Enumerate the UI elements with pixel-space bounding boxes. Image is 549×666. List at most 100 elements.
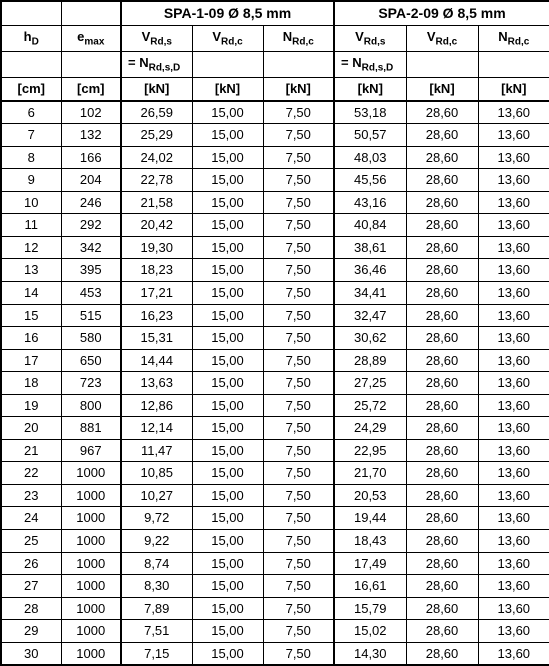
data-cell: 580: [61, 327, 121, 350]
data-cell: 7,50: [263, 552, 334, 575]
data-cell: 13,60: [478, 597, 549, 620]
data-cell: 13,60: [478, 327, 549, 350]
data-cell: 15,00: [192, 575, 263, 598]
table-row: 23100010,2715,007,5020,5328,6013,60: [1, 484, 549, 507]
data-cell: 7,50: [263, 214, 334, 237]
group-title-2: SPA-2-09 Ø 8,5 mm: [334, 1, 549, 25]
unit-kN-3: [kN]: [263, 78, 334, 101]
data-cell: 25: [1, 530, 61, 553]
data-cell: 15,00: [192, 214, 263, 237]
data-cell: 24,02: [121, 146, 192, 169]
spec-table: SPA-1-09 Ø 8,5 mm SPA-2-09 Ø 8,5 mm hD e…: [0, 0, 549, 666]
data-cell: 28,60: [406, 282, 478, 305]
data-cell: 15,00: [192, 349, 263, 372]
unit-cm-1: [cm]: [1, 78, 61, 101]
data-cell: 7,50: [263, 169, 334, 192]
data-cell: 13,60: [478, 124, 549, 147]
data-cell: 28,60: [406, 642, 478, 665]
data-cell: 14,44: [121, 349, 192, 372]
table-row: 3010007,1515,007,5014,3028,6013,60: [1, 642, 549, 665]
header-empty: [263, 51, 334, 77]
data-cell: 15,00: [192, 101, 263, 124]
table-header: SPA-1-09 Ø 8,5 mm SPA-2-09 Ø 8,5 mm hD e…: [1, 1, 549, 101]
unit-kN-1: [kN]: [121, 78, 192, 101]
table-row: 2510009,2215,007,5018,4328,6013,60: [1, 530, 549, 553]
data-cell: 18,43: [334, 530, 406, 553]
data-cell: 15,31: [121, 327, 192, 350]
data-cell: 13,60: [478, 169, 549, 192]
table-body: 610226,5915,007,5053,1828,6013,60713225,…: [1, 101, 549, 666]
data-cell: 7,50: [263, 394, 334, 417]
data-cell: 40,84: [334, 214, 406, 237]
data-cell: 15,00: [192, 327, 263, 350]
data-cell: 9,72: [121, 507, 192, 530]
data-cell: 13,60: [478, 304, 549, 327]
data-cell: 12,14: [121, 417, 192, 440]
data-cell: 15,00: [192, 507, 263, 530]
col-NRdc-1: NRd,c: [263, 25, 334, 51]
data-cell: 13,60: [478, 259, 549, 282]
data-cell: 13,63: [121, 372, 192, 395]
table-row: 2196711,4715,007,5022,9528,6013,60: [1, 439, 549, 462]
table-row: 22100010,8515,007,5021,7028,6013,60: [1, 462, 549, 485]
data-cell: 28,60: [406, 304, 478, 327]
data-cell: 15,00: [192, 282, 263, 305]
table-row: 2410009,7215,007,5019,4428,6013,60: [1, 507, 549, 530]
data-cell: 7,50: [263, 304, 334, 327]
data-cell: 1000: [61, 462, 121, 485]
data-cell: 7,50: [263, 597, 334, 620]
data-cell: 18,23: [121, 259, 192, 282]
data-cell: 45,56: [334, 169, 406, 192]
data-cell: 7,50: [263, 282, 334, 305]
data-cell: 26,59: [121, 101, 192, 124]
data-cell: 15,00: [192, 642, 263, 665]
header-empty: [61, 1, 121, 25]
data-cell: 15,00: [192, 124, 263, 147]
col-VRds-2: VRd,s: [334, 25, 406, 51]
header-empty: [61, 51, 121, 77]
col-NRdsD-2: = NRd,s,D: [334, 51, 406, 77]
data-cell: 15,00: [192, 372, 263, 395]
data-cell: 166: [61, 146, 121, 169]
table-row: 713225,2915,007,5050,5728,6013,60: [1, 124, 549, 147]
col-NRdsD-1: = NRd,s,D: [121, 51, 192, 77]
data-cell: 28,60: [406, 124, 478, 147]
data-cell: 7,50: [263, 124, 334, 147]
table-row: 610226,5915,007,5053,1828,6013,60: [1, 101, 549, 124]
data-cell: 28,60: [406, 169, 478, 192]
data-cell: 30: [1, 642, 61, 665]
data-cell: 28,60: [406, 372, 478, 395]
col-VRds-1: VRd,s: [121, 25, 192, 51]
data-cell: 15,00: [192, 417, 263, 440]
unit-kN-2: [kN]: [192, 78, 263, 101]
data-cell: 13,60: [478, 394, 549, 417]
table-row: 816624,0215,007,5048,0328,6013,60: [1, 146, 549, 169]
data-cell: 13,60: [478, 439, 549, 462]
data-cell: 28,60: [406, 484, 478, 507]
table-row: 2810007,8915,007,5015,7928,6013,60: [1, 597, 549, 620]
data-cell: 28,60: [406, 349, 478, 372]
data-cell: 16,23: [121, 304, 192, 327]
data-cell: 17: [1, 349, 61, 372]
data-cell: 13,60: [478, 282, 549, 305]
data-cell: 13,60: [478, 462, 549, 485]
data-cell: 28,60: [406, 530, 478, 553]
header-empty: [406, 51, 478, 77]
header-empty: [1, 51, 61, 77]
data-cell: 7,50: [263, 236, 334, 259]
data-cell: 1000: [61, 530, 121, 553]
data-cell: 7,15: [121, 642, 192, 665]
data-cell: 800: [61, 394, 121, 417]
data-cell: 650: [61, 349, 121, 372]
col-NRdc-2: NRd,c: [478, 25, 549, 51]
data-cell: 6: [1, 101, 61, 124]
data-cell: 32,47: [334, 304, 406, 327]
data-cell: 7,50: [263, 530, 334, 553]
data-cell: 7,50: [263, 642, 334, 665]
data-cell: 13,60: [478, 552, 549, 575]
data-cell: 22: [1, 462, 61, 485]
data-cell: 7,50: [263, 575, 334, 598]
table-row: 1129220,4215,007,5040,8428,6013,60: [1, 214, 549, 237]
data-cell: 7,50: [263, 372, 334, 395]
data-cell: 13,60: [478, 214, 549, 237]
